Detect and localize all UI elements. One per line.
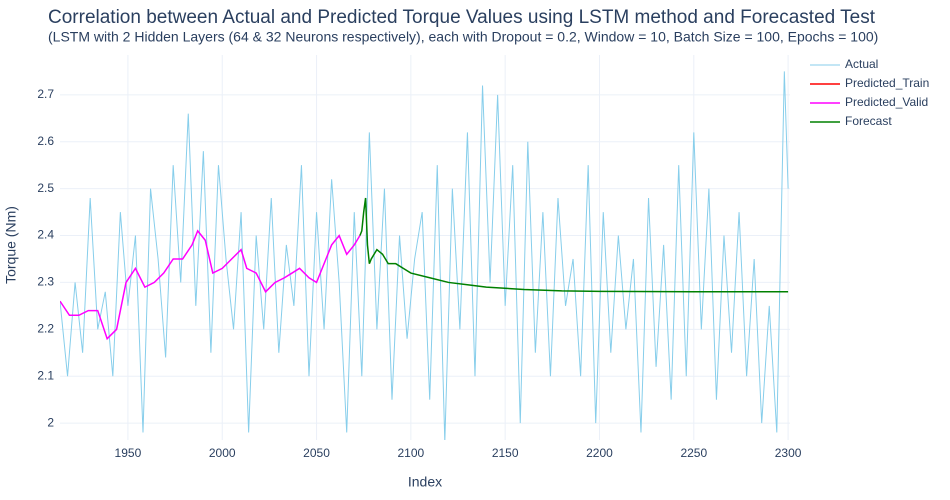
y-axis-title: Torque (Nm) [3, 206, 19, 284]
x-axis-title: Index [408, 474, 442, 490]
y-tick-label: 2.6 [37, 134, 54, 148]
grid [60, 55, 790, 440]
y-tick-label: 2.2 [37, 322, 54, 336]
y-tick-label: 2.4 [37, 228, 54, 242]
y-tick-label: 2.5 [37, 181, 54, 195]
chart-subtitle: (LSTM with 2 Hidden Layers (64 & 32 Neur… [48, 29, 878, 45]
legend-label[interactable]: Predicted_Valid [845, 95, 928, 109]
legend: Actual Predicted_Train Predicted_Valid Fore… [810, 57, 929, 128]
x-tick-label: 2300 [775, 446, 802, 460]
series-line [60, 229, 361, 341]
y-tick-label: 2 [47, 415, 54, 429]
legend-label[interactable]: Forecast [845, 114, 892, 128]
x-tick-label: 2150 [492, 446, 519, 460]
y-tick-label: 2.1 [37, 368, 54, 382]
x-tick-label: 1950 [115, 446, 142, 460]
x-tick-label: 2100 [398, 446, 425, 460]
series-line [359, 197, 789, 293]
x-tick-label: 2200 [586, 446, 613, 460]
legend-label[interactable]: Actual [845, 57, 878, 71]
x-tick-label: 2250 [680, 446, 707, 460]
series-line [60, 71, 789, 440]
y-tick-label: 2.7 [37, 87, 54, 101]
y-tick-label: 2.3 [37, 275, 54, 289]
x-tick-label: 2050 [303, 446, 330, 460]
legend-label[interactable]: Predicted_Train [845, 76, 929, 90]
x-tick-label: 2000 [209, 446, 236, 460]
plot-area [60, 71, 789, 440]
chart-title: Correlation between Actual and Predicted… [48, 7, 876, 28]
